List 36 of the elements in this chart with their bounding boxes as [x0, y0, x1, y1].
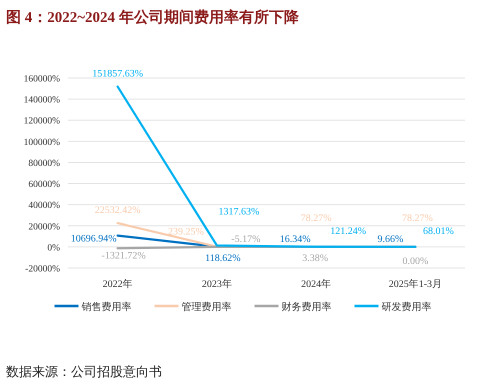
y-tick-label: 0%	[47, 243, 60, 254]
data-label: 22532.42%	[94, 205, 141, 216]
source-note: 数据来源：公司招股意向书	[6, 364, 162, 379]
y-tick-label: 60000%	[28, 180, 60, 190]
legend-label: 销售费用率	[80, 301, 132, 313]
legend-label: 财务费用率	[282, 301, 332, 313]
legend-label: 研发费用率	[382, 301, 432, 313]
x-tick-label: 2024年	[301, 278, 332, 290]
x-tick-label: 2022年	[102, 278, 133, 290]
y-tick-label: -20000%	[25, 264, 60, 274]
data-label: 68.01%	[422, 226, 454, 237]
y-tick-label: 120000%	[24, 116, 60, 127]
data-label: 78.27%	[402, 212, 433, 224]
y-tick-label: 100000%	[24, 138, 60, 148]
y-tick-label: 80000%	[28, 158, 60, 169]
data-label: 9.66%	[377, 234, 404, 245]
y-tick-label: 140000%	[24, 96, 60, 106]
x-tick-label: 2025年1-3月	[388, 278, 442, 290]
data-label: -5.17%	[231, 234, 260, 245]
data-label: 1317.63%	[218, 206, 260, 218]
data-label: 16.34%	[280, 234, 311, 245]
y-tick-label: 20000%	[28, 222, 60, 232]
data-label: 78.27%	[300, 212, 332, 224]
data-label: 3.38%	[302, 252, 328, 264]
y-tick-label: 40000%	[28, 201, 60, 212]
data-label: -1321.72%	[102, 250, 146, 262]
data-label: 0.00%	[402, 256, 428, 267]
legend-label: 管理费用率	[182, 301, 232, 313]
data-label: 239.25%	[168, 226, 204, 238]
x-tick-label: 2023年	[202, 278, 232, 290]
data-label: 10696.94%	[70, 234, 117, 245]
data-label: 121.24%	[330, 226, 366, 237]
chart-title: 图 4：2022~2024 年公司期间费用率有所下降	[6, 8, 300, 26]
y-tick-label: 160000%	[24, 74, 60, 84]
data-label: 118.62%	[205, 252, 241, 264]
data-label: 151857.63%	[92, 68, 144, 80]
